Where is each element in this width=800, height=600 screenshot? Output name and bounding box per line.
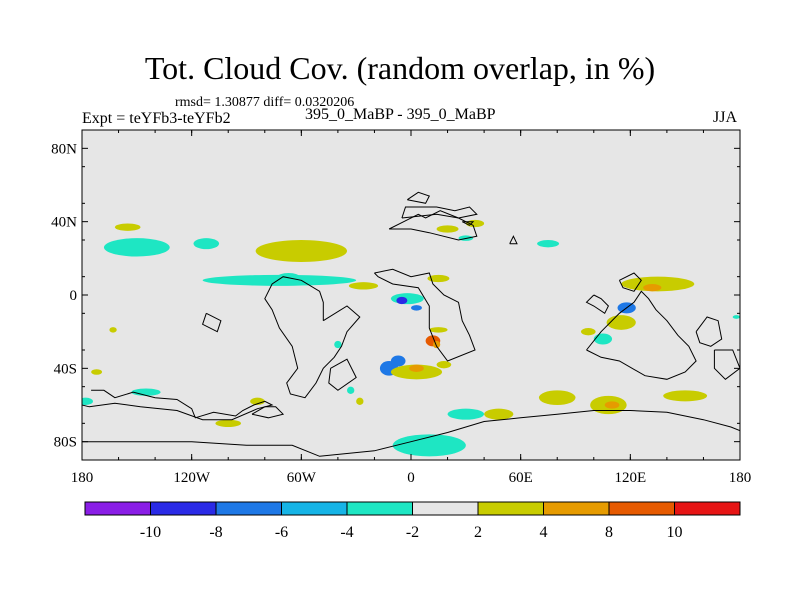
colorbar-label: 2 <box>474 524 482 541</box>
anomaly-region <box>580 328 596 336</box>
coastline <box>586 290 697 380</box>
colorbar-box <box>215 501 282 516</box>
coastline <box>251 406 285 419</box>
anomaly-region <box>621 276 695 292</box>
anomaly-region <box>484 408 514 420</box>
coastline <box>201 312 222 333</box>
x-tick-label: 180 <box>729 470 752 486</box>
y-tick-label: 0 <box>70 288 78 304</box>
x-tick-label: 120E <box>614 470 646 486</box>
season-label: JJA <box>713 109 738 126</box>
coastline <box>328 358 357 391</box>
anomaly-region <box>593 333 613 345</box>
x-tick-label: 60E <box>509 470 533 486</box>
coastline <box>82 389 274 421</box>
anomaly-region <box>396 296 408 305</box>
colorbar-box <box>150 501 217 516</box>
anomaly-region <box>538 390 576 405</box>
anomaly-region <box>215 419 242 428</box>
x-tick-label: 0 <box>407 470 415 486</box>
anomaly-region <box>334 340 342 349</box>
coastline <box>401 206 478 219</box>
colorbar-box <box>477 501 544 516</box>
anomaly-region <box>390 355 406 367</box>
anomaly-region <box>447 408 485 420</box>
anomaly-region <box>409 364 424 373</box>
anomaly-region <box>255 240 348 262</box>
anomaly-region <box>392 434 466 457</box>
anomaly-region <box>193 238 220 250</box>
x-tick-label: 60W <box>287 470 317 486</box>
anomaly-region <box>427 274 450 283</box>
anomaly-region <box>436 361 452 369</box>
y-tick-label: 40S <box>54 361 77 377</box>
anomaly-region <box>436 225 459 233</box>
anomaly-region <box>429 327 448 333</box>
coastline <box>461 221 475 226</box>
colorbar-box <box>608 501 675 516</box>
experiment-label: Expt = teYFb3-teYFb2 <box>82 110 231 127</box>
colorbar-label: -4 <box>340 524 353 541</box>
anomaly-region <box>411 305 422 311</box>
y-tick-label: 80N <box>51 141 77 157</box>
colorbar-box <box>412 501 479 516</box>
coastline <box>618 272 642 292</box>
anomaly-region <box>356 397 364 406</box>
coastline <box>713 349 740 380</box>
coastline <box>695 316 723 347</box>
anomaly-region <box>202 274 357 286</box>
anomaly-region <box>348 282 379 290</box>
colorbar-label: -6 <box>275 524 288 541</box>
anomaly-region <box>390 293 424 305</box>
anomaly-region <box>131 388 161 396</box>
x-tick-label: 120W <box>173 470 211 486</box>
anomaly-region <box>537 240 560 248</box>
chart-title: Tot. Cloud Cov. (random overlap, in %) <box>144 50 656 86</box>
y-tick-label: 80S <box>54 435 77 451</box>
colorbar-label: 4 <box>540 524 548 541</box>
coastline <box>585 294 610 315</box>
colorbar-box <box>674 501 741 516</box>
coastline <box>509 235 518 245</box>
coastline <box>374 268 476 362</box>
colorbar-box <box>281 501 348 516</box>
colorbar-box <box>543 501 610 516</box>
colorbar-label: -8 <box>209 524 222 541</box>
chart-subtitle-rmsd: rmsd= 1.30877 diff= 0.0320206 <box>175 95 355 110</box>
coastline <box>82 410 740 457</box>
anomaly-region <box>91 369 103 375</box>
anomaly-region <box>114 223 141 231</box>
anomaly-region <box>643 284 662 292</box>
anomaly-region <box>604 401 620 409</box>
colorbar-label: 8 <box>605 524 613 541</box>
anomaly-region <box>82 397 93 405</box>
colorbar-label: -2 <box>406 524 419 541</box>
y-tick-label: 40N <box>51 215 77 231</box>
coastline <box>407 191 431 204</box>
x-tick-label: 180 <box>71 470 94 486</box>
anomaly-region <box>250 397 265 406</box>
colorbar-box <box>84 501 151 516</box>
colorbar-label: 10 <box>667 524 683 541</box>
anomaly-region <box>109 327 117 333</box>
colorbar-box <box>346 501 413 516</box>
anomaly-region <box>606 315 636 330</box>
anomaly-region <box>103 238 170 257</box>
anomaly-region <box>663 390 708 402</box>
anomaly-region <box>347 386 355 395</box>
case-label: 395_0_MaBP - 395_0_MaBP <box>305 106 496 123</box>
anomaly-region <box>732 315 740 319</box>
colorbar-label: -10 <box>140 524 161 541</box>
coastline <box>264 276 361 399</box>
